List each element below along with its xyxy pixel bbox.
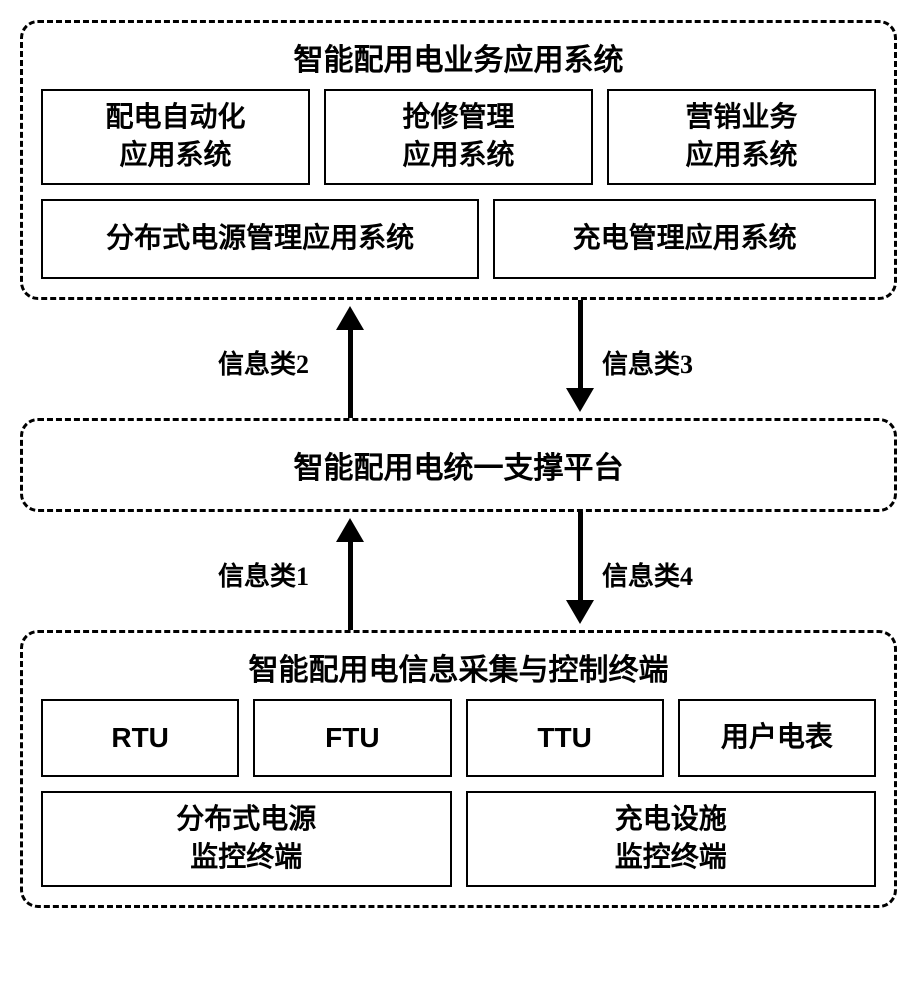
box-distribution-automation: 配电自动化应用系统	[41, 89, 310, 185]
box-rtu: RTU	[41, 699, 239, 777]
label-info-3: 信息类3	[602, 344, 693, 381]
box-ttu: TTU	[466, 699, 664, 777]
box-charging-facility-terminal: 充电设施监控终端	[466, 791, 877, 887]
label-info-1: 信息类1	[218, 556, 309, 593]
top-title: 智能配用电业务应用系统	[41, 35, 876, 79]
top-container: 智能配用电业务应用系统 配电自动化应用系统 抢修管理应用系统 营销业务应用系统 …	[20, 20, 897, 300]
label-info-2: 信息类2	[218, 344, 309, 381]
platform-label: 智能配用电统一支撑平台	[294, 452, 624, 485]
upper-connector-zone: 信息类2 信息类3	[20, 300, 897, 418]
bottom-row-2: 分布式电源监控终端 充电设施监控终端	[41, 791, 876, 887]
bottom-container: 智能配用电信息采集与控制终端 RTU FTU TTU 用户电表 分布式电源监控终…	[20, 630, 897, 908]
bottom-row-1: RTU FTU TTU 用户电表	[41, 699, 876, 777]
top-row-1: 配电自动化应用系统 抢修管理应用系统 营销业务应用系统	[41, 89, 876, 185]
box-charging-mgmt: 充电管理应用系统	[493, 199, 876, 279]
box-marketing: 营销业务应用系统	[607, 89, 876, 185]
top-row-2: 分布式电源管理应用系统 充电管理应用系统	[41, 199, 876, 279]
box-user-meter: 用户电表	[678, 699, 876, 777]
box-distributed-power-terminal: 分布式电源监控终端	[41, 791, 452, 887]
platform-box: 智能配用电统一支撑平台	[20, 418, 897, 512]
diagram-root: 智能配用电业务应用系统 配电自动化应用系统 抢修管理应用系统 营销业务应用系统 …	[20, 20, 897, 908]
label-info-4: 信息类4	[602, 556, 693, 593]
box-ftu: FTU	[253, 699, 451, 777]
box-repair-management: 抢修管理应用系统	[324, 89, 593, 185]
box-distributed-power-mgmt: 分布式电源管理应用系统	[41, 199, 479, 279]
lower-connector-zone: 信息类1 信息类4	[20, 512, 897, 630]
bottom-title: 智能配用电信息采集与控制终端	[41, 645, 876, 689]
